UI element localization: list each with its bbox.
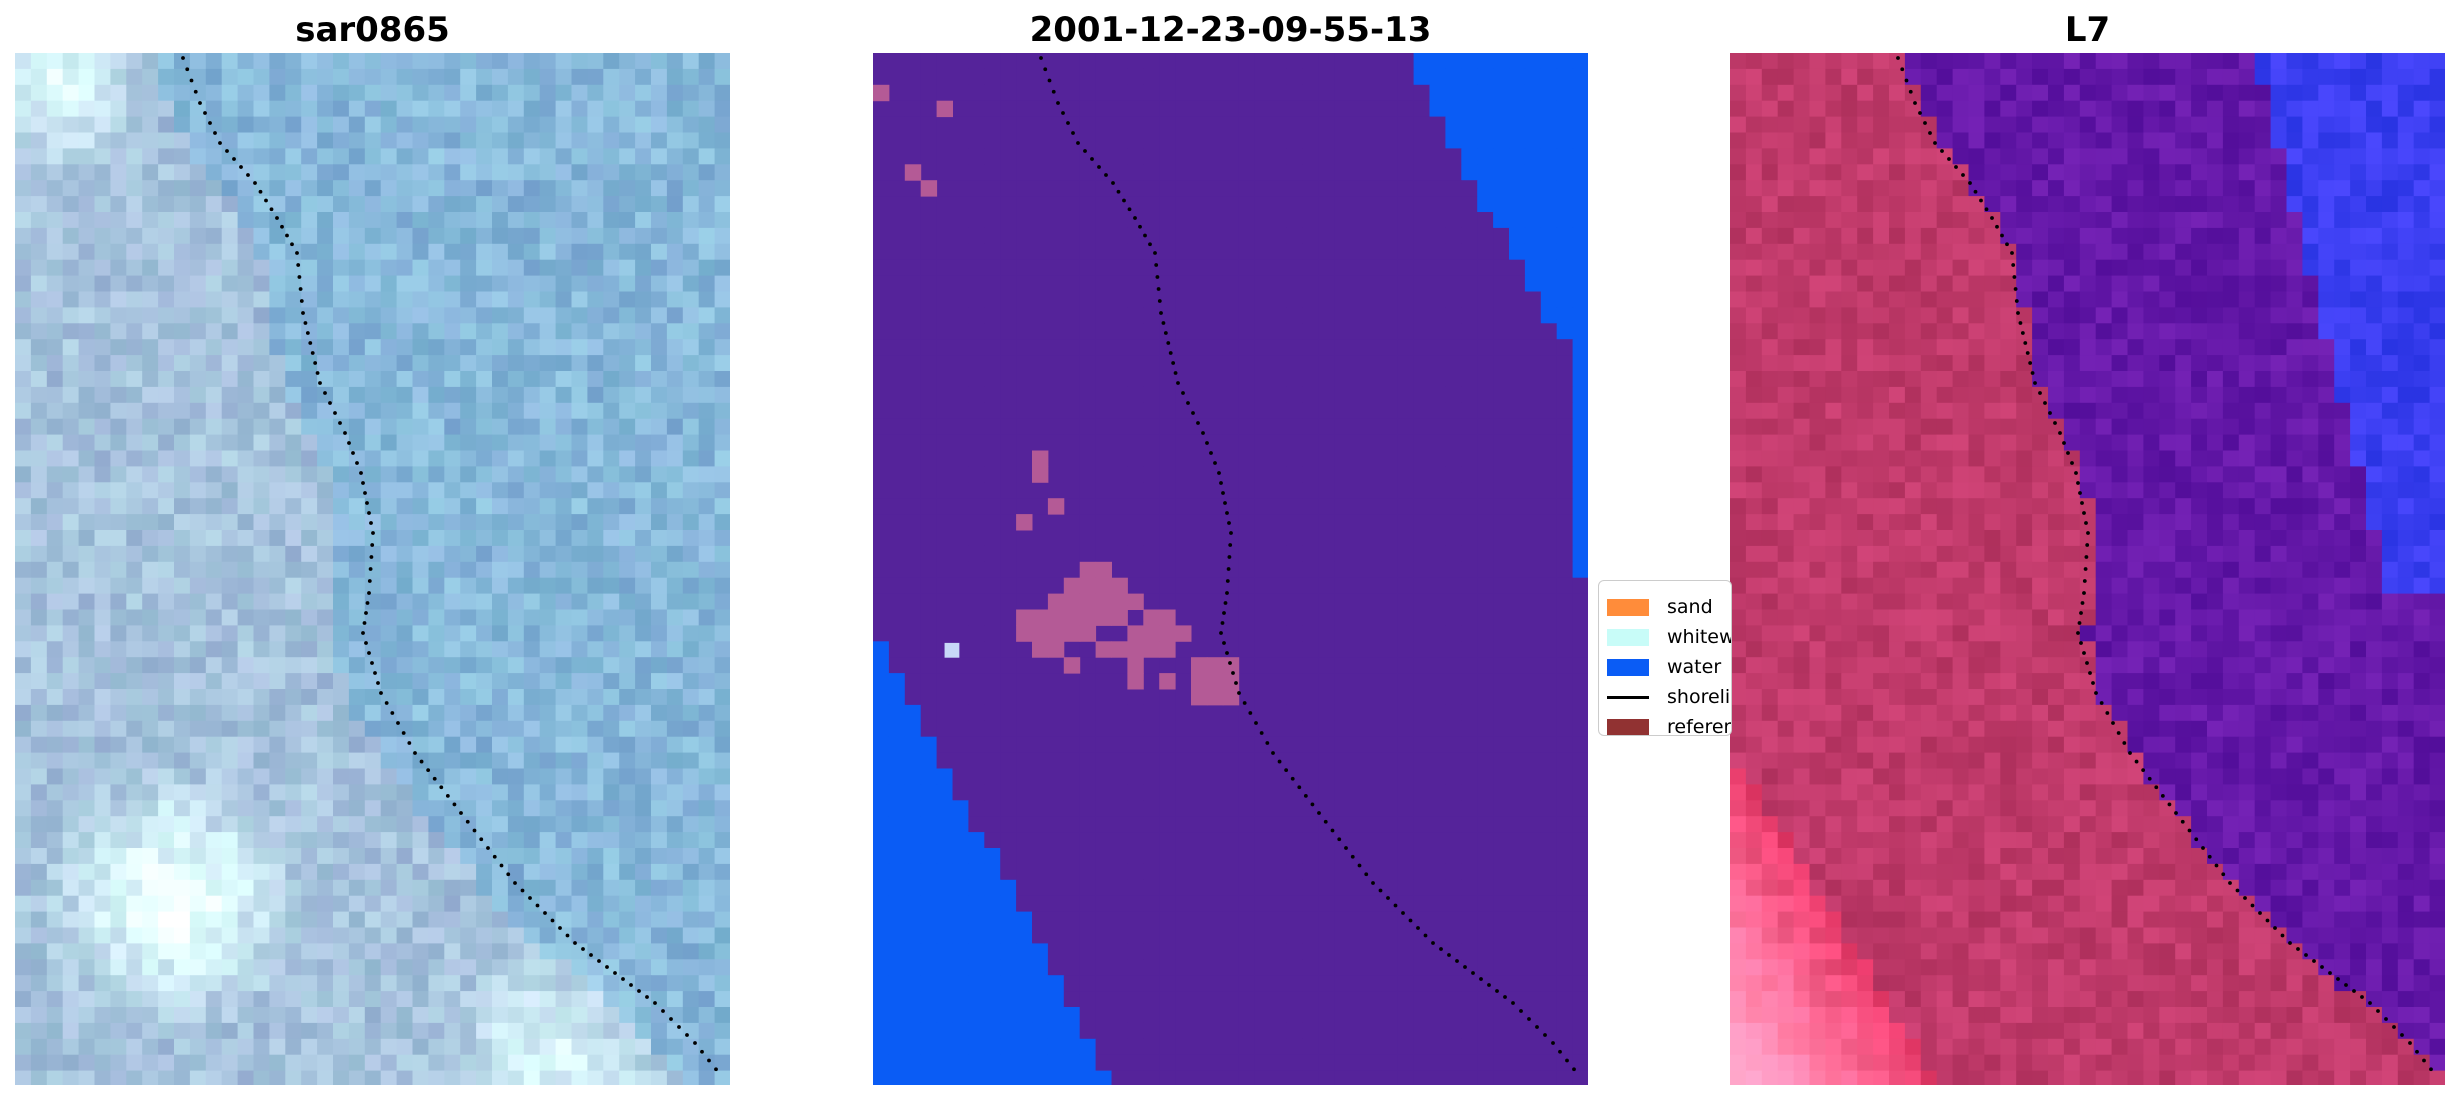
sand-pixel [1063, 609, 1081, 626]
l7-image [1730, 53, 2445, 1085]
sand-pixel [1222, 657, 1240, 674]
shoreline-dots [1039, 56, 1576, 1072]
sand-pixel [1127, 625, 1144, 642]
sand-pixel [1111, 577, 1128, 595]
sand-pixel [1016, 609, 1033, 626]
sar-image [15, 53, 730, 1085]
sand-pixel [1111, 609, 1128, 626]
shoreline-dots [181, 56, 718, 1072]
sand-pixel [1063, 577, 1081, 595]
sand-pixel [1095, 641, 1112, 658]
sand-pixel [1032, 641, 1049, 658]
sand-pixel [1175, 625, 1192, 642]
legend-entry-reference: reference [1607, 713, 1731, 736]
sand-pixel [1063, 657, 1081, 674]
sand-pixel [1143, 609, 1160, 626]
sand-pixel [1159, 673, 1176, 690]
sand-pixel [1032, 609, 1049, 626]
sand-pixel [1111, 641, 1128, 658]
sand-pixel [1016, 514, 1033, 531]
sand-pixel [936, 100, 953, 118]
legend-label-water: water [1667, 656, 1722, 678]
sand-pixel [1079, 625, 1097, 642]
sand-pixel [1222, 689, 1240, 706]
legend-label-sand: sand [1667, 596, 1713, 618]
sand-pixel [1047, 625, 1065, 642]
sand-pixel [1206, 673, 1224, 690]
sand-pixel [1079, 577, 1097, 595]
legend-entry-shoreline: shoreline [1607, 683, 1731, 711]
sand-pixel [1127, 673, 1144, 690]
sand-pixel [1159, 625, 1176, 642]
sand-pixel [873, 84, 890, 102]
panel-title-sar: sar0865 [295, 10, 450, 50]
sand-pixel [1159, 609, 1176, 626]
whitewater-pixel [944, 642, 960, 658]
shoreline-dots [1896, 56, 2433, 1072]
sand-pixel [1063, 593, 1081, 610]
sand-pixel [1079, 609, 1097, 626]
panel-title-classification: 2001-12-23-09-55-13 [1029, 10, 1432, 50]
sand-swatch [1607, 598, 1649, 616]
sand-pixel [1047, 593, 1065, 610]
reference-swatch [1607, 718, 1649, 735]
sand-pixel [1032, 466, 1049, 483]
sand-pixel [1222, 673, 1240, 690]
sand-pixel [1127, 593, 1144, 610]
sand-pixel [1095, 609, 1112, 626]
classification-panel [873, 53, 1588, 1085]
panel-title-l7: L7 [2064, 10, 2111, 50]
sand-pixel [1095, 593, 1112, 610]
sand-pixel [1206, 657, 1224, 674]
sand-pixel [1079, 593, 1097, 610]
sand-pixel [1159, 641, 1176, 658]
sand-pixel [1047, 498, 1065, 515]
sand-pixel [1191, 689, 1208, 706]
shoreline-swatch [1607, 695, 1649, 699]
sand-pixel [1143, 641, 1160, 658]
sand-pixel [1095, 561, 1112, 579]
sand-pixel [1206, 689, 1224, 706]
classification-image [873, 53, 1588, 1085]
sand-pixel [1032, 450, 1049, 467]
legend-entry-water: water [1607, 653, 1721, 681]
sand-pixel [1063, 625, 1081, 642]
sand-pixel [904, 164, 922, 181]
sand-pixel [1127, 657, 1144, 674]
sand-pixel [1016, 625, 1033, 642]
sand-pixel [1143, 625, 1160, 642]
sand-pixel [1079, 561, 1097, 579]
sand-pixel [1191, 673, 1208, 690]
legend-label-reference: reference [1667, 716, 1731, 736]
sand-pixel [1127, 641, 1144, 658]
legend-entry-sand: sand [1607, 593, 1713, 621]
sand-pixel [1111, 593, 1128, 610]
sand-pixel [1047, 609, 1065, 626]
sand-pixel [1032, 625, 1049, 642]
sand-pixel [920, 180, 938, 197]
sar-image-panel [15, 53, 730, 1085]
sand-pixel [1047, 641, 1065, 658]
water-swatch [1607, 658, 1649, 676]
sand-pixel [1095, 577, 1112, 595]
sand-pixel [1191, 657, 1208, 674]
legend-label-shoreline: shoreline [1667, 686, 1731, 708]
l7-image-panel [1730, 53, 2445, 1085]
whitewater-swatch [1607, 628, 1649, 646]
